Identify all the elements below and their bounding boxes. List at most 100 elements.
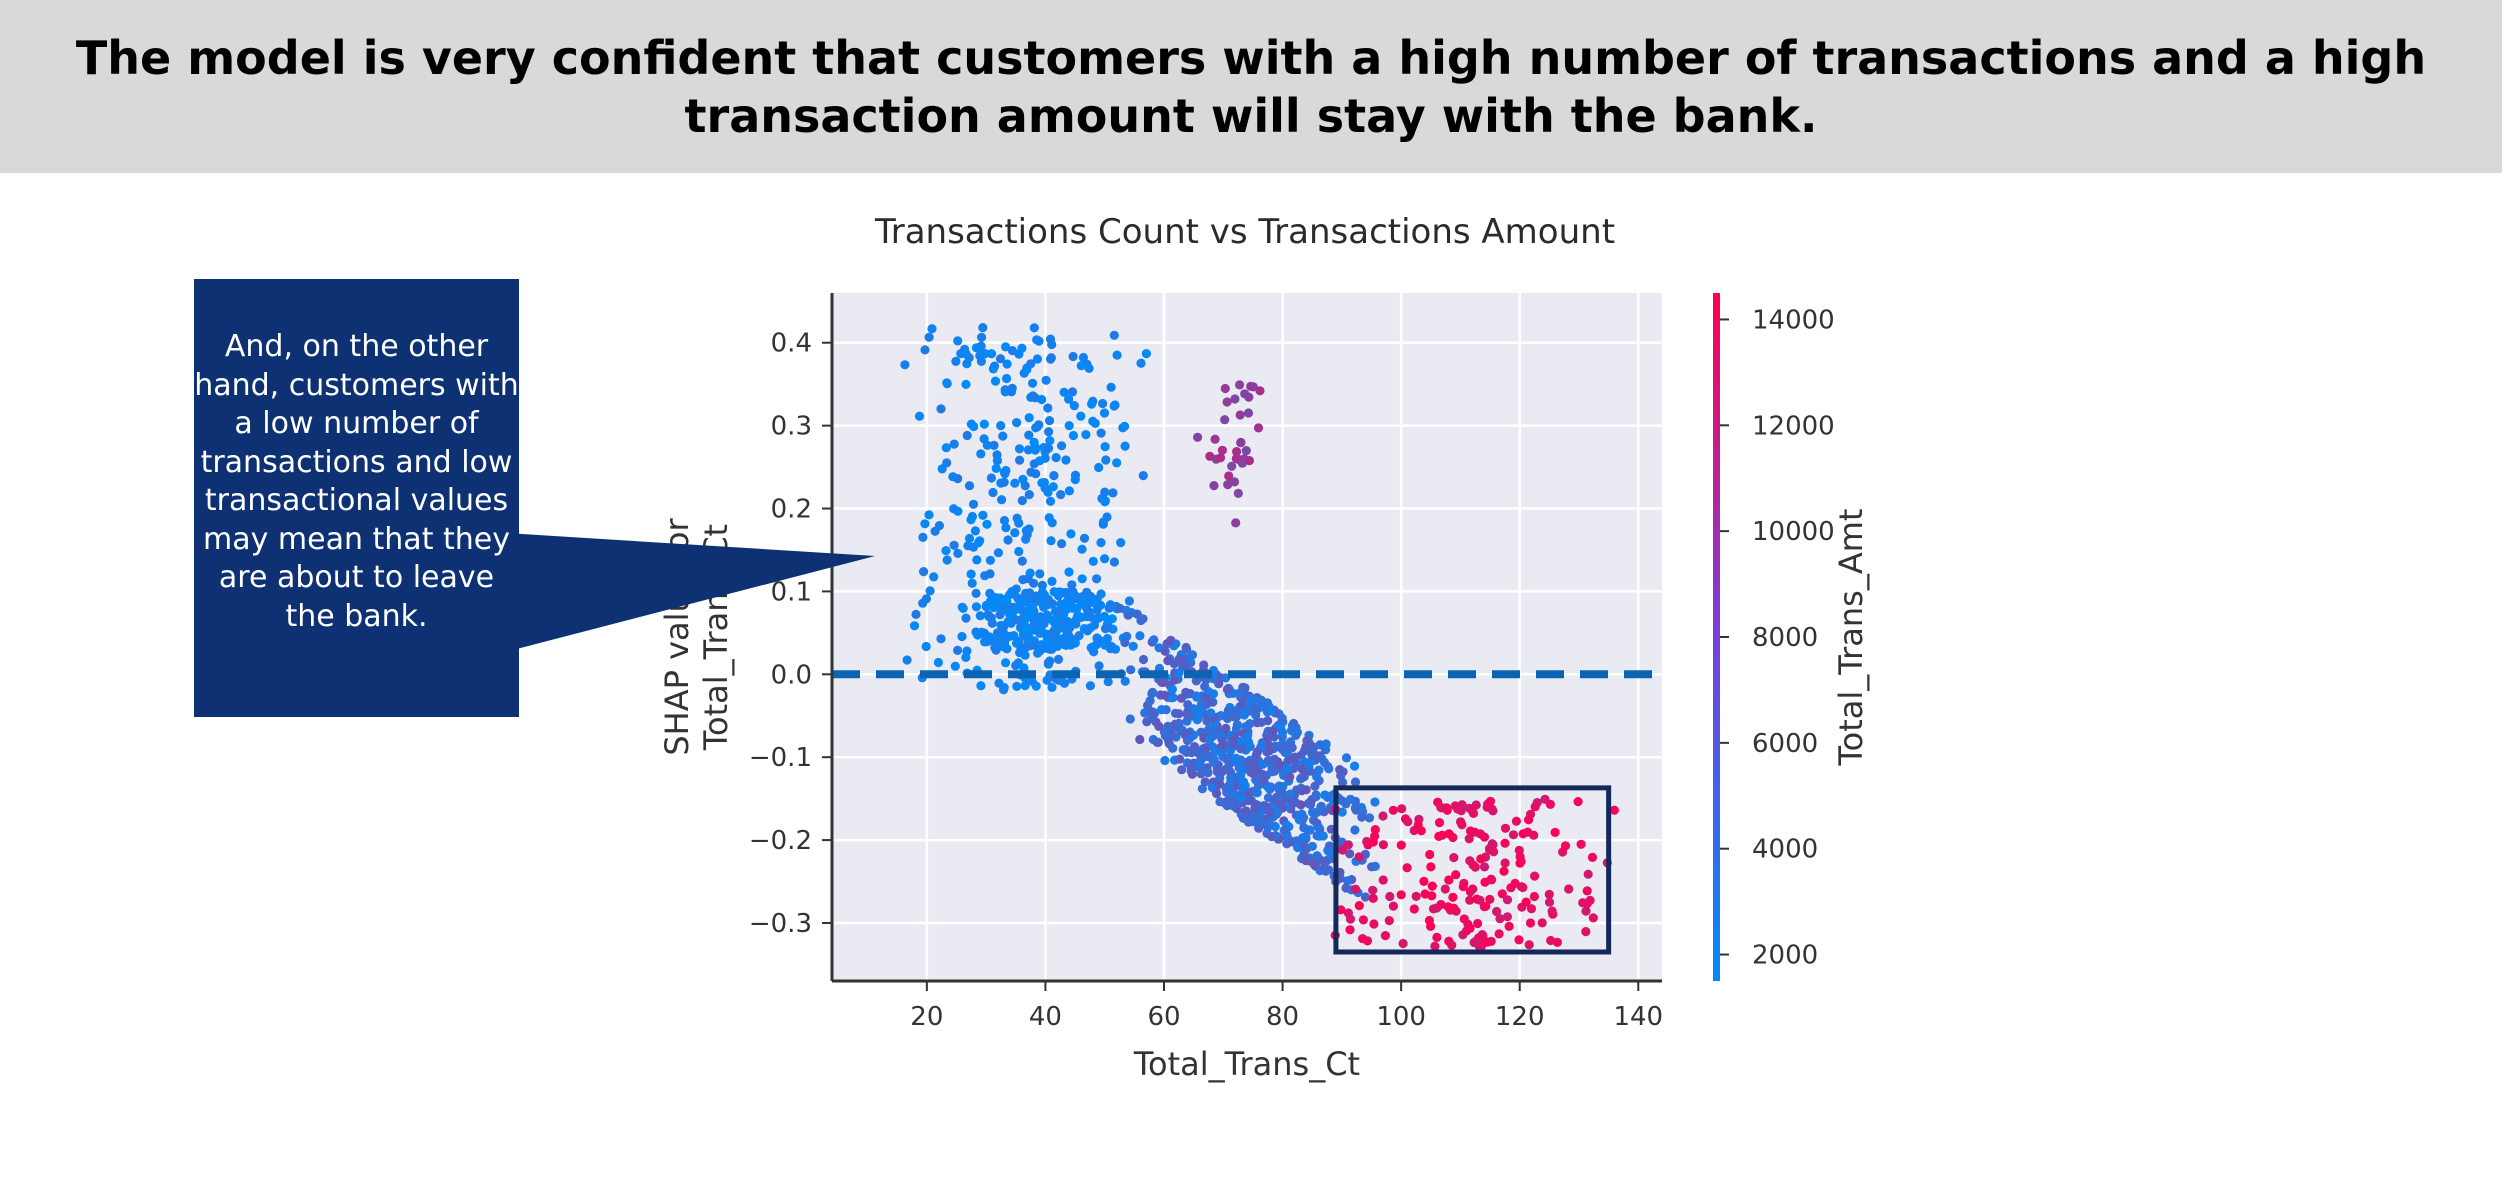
data-point	[976, 341, 986, 351]
data-point	[1116, 538, 1126, 548]
data-point	[1001, 658, 1011, 668]
data-point	[1350, 761, 1360, 771]
data-point	[1196, 769, 1206, 779]
data-point	[1241, 806, 1251, 816]
data-point	[1217, 445, 1227, 455]
data-point	[1235, 688, 1245, 698]
data-point	[918, 598, 928, 608]
data-point	[1039, 602, 1049, 612]
data-point	[1364, 813, 1375, 823]
data-point	[1350, 777, 1361, 787]
data-point	[990, 643, 1000, 653]
y-tick-label: 0.4	[771, 329, 812, 359]
data-point	[1220, 415, 1230, 425]
data-point	[1402, 863, 1412, 873]
data-point	[986, 473, 997, 483]
data-point	[1432, 932, 1442, 943]
data-point	[1266, 706, 1277, 716]
data-point	[995, 354, 1006, 364]
data-point	[999, 685, 1009, 695]
data-point	[1588, 913, 1598, 923]
data-point	[1112, 458, 1122, 468]
data-point	[1222, 787, 1232, 797]
colorbar-tick-label: 12000	[1752, 411, 1835, 441]
data-point	[949, 439, 959, 449]
data-point	[982, 519, 992, 529]
data-point	[961, 379, 971, 389]
data-point	[1057, 539, 1067, 549]
data-point	[1464, 834, 1474, 844]
data-point	[941, 546, 951, 556]
data-point	[1108, 488, 1118, 498]
data-point	[1045, 436, 1055, 446]
data-point	[1000, 594, 1010, 604]
data-point	[1310, 809, 1320, 819]
data-point	[1196, 700, 1206, 710]
data-point	[1135, 631, 1145, 641]
data-point	[1409, 904, 1419, 914]
data-point	[1475, 895, 1485, 905]
data-point	[1290, 752, 1300, 762]
data-point	[1099, 611, 1110, 622]
data-point	[1345, 849, 1355, 859]
data-point	[1450, 801, 1460, 811]
data-point	[1228, 736, 1239, 746]
data-point	[999, 515, 1010, 526]
data-point	[953, 336, 963, 346]
data-point	[987, 618, 997, 628]
data-point	[1014, 444, 1025, 454]
data-point	[951, 356, 961, 366]
data-point	[1158, 677, 1168, 688]
data-point	[1145, 696, 1155, 706]
data-point	[1314, 765, 1324, 775]
data-point	[936, 404, 946, 414]
data-point	[1222, 801, 1232, 811]
data-point	[1236, 744, 1246, 754]
colorbar-label: Total_Trans_Amt	[1832, 509, 1870, 767]
data-point	[1240, 389, 1250, 399]
data-point	[1318, 831, 1328, 841]
data-point	[1066, 529, 1076, 539]
data-point	[942, 379, 952, 389]
data-point	[1444, 829, 1454, 839]
data-point	[1241, 446, 1251, 456]
data-point	[1010, 528, 1020, 538]
data-point	[1099, 408, 1110, 418]
data-point	[1500, 838, 1510, 848]
data-point	[1426, 862, 1436, 872]
data-point	[978, 510, 988, 520]
data-point	[1378, 840, 1388, 850]
data-point	[1420, 889, 1430, 899]
data-point	[1345, 794, 1356, 804]
data-point	[950, 661, 960, 671]
data-point	[1085, 623, 1095, 633]
data-point	[1233, 800, 1243, 810]
data-point	[1215, 453, 1226, 463]
data-point	[998, 431, 1008, 441]
data-point	[1076, 361, 1086, 371]
data-point	[1053, 588, 1063, 598]
data-point	[1108, 602, 1118, 612]
data-point	[1115, 603, 1125, 614]
data-point	[1043, 658, 1053, 668]
data-point	[1029, 323, 1039, 333]
data-point	[1487, 804, 1497, 814]
data-point	[1024, 524, 1034, 534]
data-point	[968, 499, 979, 509]
data-point	[1277, 727, 1288, 738]
data-point	[976, 681, 986, 691]
data-point	[1203, 768, 1213, 778]
data-point	[1350, 825, 1360, 835]
data-point	[1026, 359, 1036, 369]
data-point	[1301, 855, 1311, 866]
data-point	[962, 646, 972, 656]
data-point	[1202, 716, 1212, 726]
data-point	[1106, 382, 1116, 392]
data-point	[1043, 636, 1053, 647]
x-tick-label: 100	[1376, 1002, 1426, 1032]
data-point	[1029, 619, 1039, 630]
data-point	[1166, 635, 1176, 646]
data-point	[1033, 648, 1043, 658]
data-point	[1380, 931, 1390, 941]
data-point	[1583, 869, 1593, 879]
